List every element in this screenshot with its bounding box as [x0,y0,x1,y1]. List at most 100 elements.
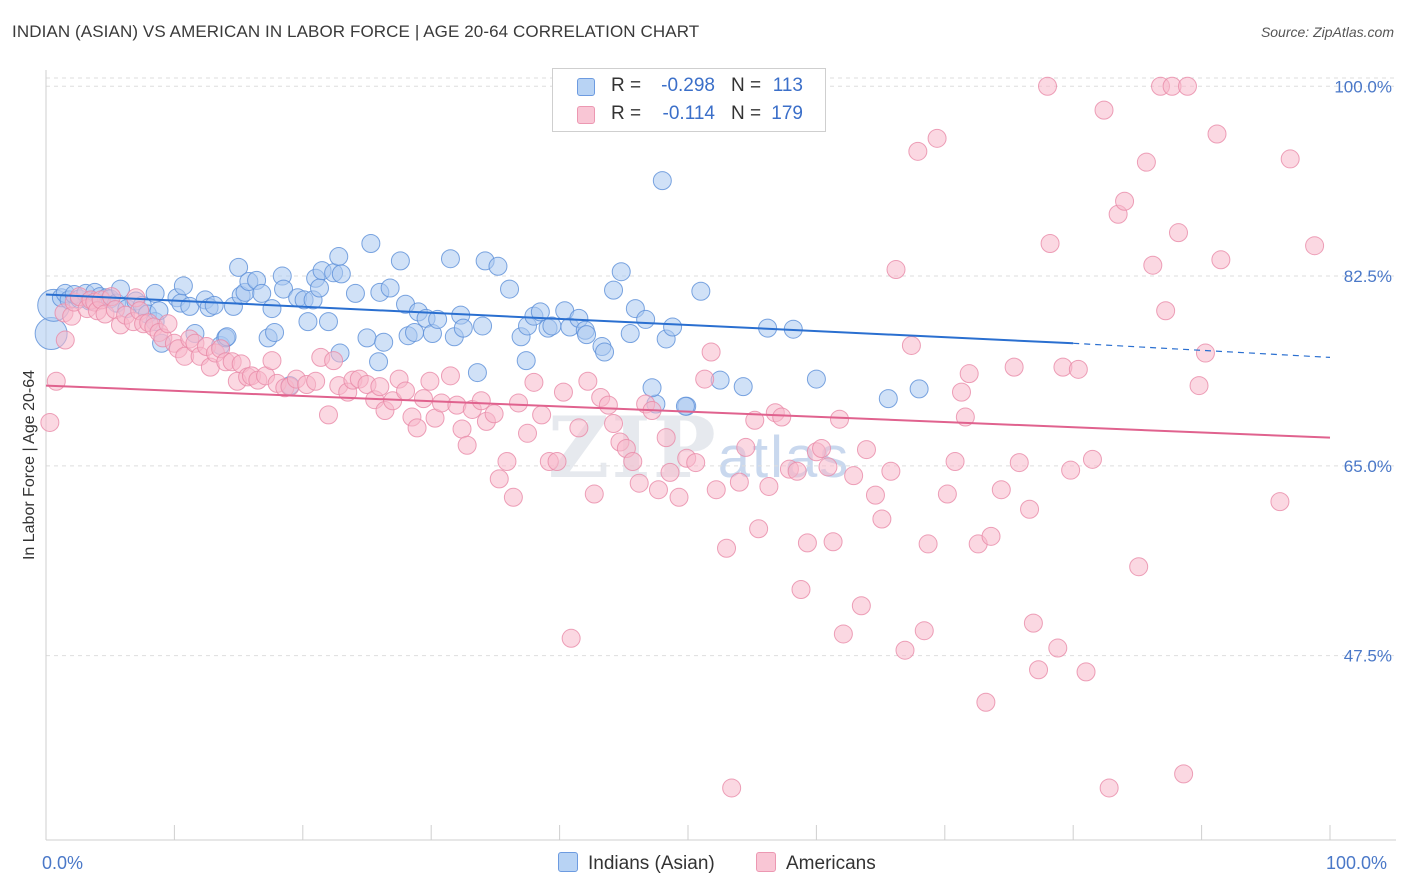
indians-point [620,324,640,344]
indians-point [467,363,487,383]
indians-point [390,251,410,271]
americans-point [908,141,928,161]
indians-point [733,377,753,397]
americans-point [489,469,509,489]
americans-point [1189,376,1209,396]
indians-point [274,279,294,299]
indians-point [691,281,711,301]
indians-point [516,351,536,371]
indians-point [380,278,400,298]
americans-point [901,335,921,355]
americans-point [497,452,517,472]
indians-point [298,312,318,332]
r-value: -0.298 [661,75,715,96]
americans-point [886,260,906,280]
americans-point [945,452,965,472]
indians-point [345,283,365,303]
americans-point [706,480,726,500]
americans-point [865,485,885,505]
americans-point [1280,149,1300,169]
americans-point [872,509,892,529]
x-axis-max-label: 100.0% [1326,853,1388,873]
americans-point [648,480,668,500]
chart-title: INDIAN (ASIAN) VS AMERICAN IN LABOR FORC… [12,22,700,41]
indians-point [329,247,349,267]
americans-point [701,342,721,362]
americans-point [749,519,769,539]
americans-point [46,371,66,391]
americans-point [669,487,689,507]
indians-point [204,295,224,315]
y-tick-label: 65.0% [1344,457,1392,476]
americans-point [1177,76,1197,96]
americans-point [745,410,765,430]
americans-point [584,484,604,504]
americans-point [797,533,817,553]
indians-point [374,332,394,352]
indians-point [265,322,285,342]
americans-point [569,418,589,438]
americans-point [484,404,504,424]
americans-point [55,330,75,350]
blue-swatch [577,78,595,96]
legend-item-americans[interactable]: Americans [756,852,876,875]
n-value: 113 [772,75,803,96]
americans-point [1099,778,1119,798]
americans-point [856,440,876,460]
americans-point [1023,613,1043,633]
r-label: R = [611,75,642,96]
indians-point [500,279,520,299]
americans-point [1168,223,1188,243]
indians-point [369,352,389,372]
americans-point [578,371,598,391]
y-tick-label: 100.0% [1334,77,1392,96]
indians-point [318,312,338,332]
americans-point [629,473,649,493]
indians-point [663,317,683,337]
n-label: N = [731,75,762,96]
americans-point [604,414,624,434]
indians-point [473,316,493,336]
indians-point [604,280,624,300]
americans-point [1270,492,1290,512]
americans-point [370,377,390,397]
americans-point [937,484,957,504]
americans-point [623,452,643,472]
indians-point [229,257,249,277]
americans-point [547,452,567,472]
americans-point [1305,236,1325,256]
indians-point [878,389,898,409]
americans-point [1004,357,1024,377]
pink-swatch [756,852,776,872]
indians-point [636,309,656,329]
americans-point [686,453,706,473]
indians-point [357,328,377,348]
indians-point [262,299,282,319]
americans-point [452,419,472,439]
americans-point [1136,152,1156,172]
americans-point [262,351,282,371]
americans-point [695,369,715,389]
americans-point [818,457,838,477]
series-americans-points [40,76,1325,798]
indians-point [909,379,929,399]
indians-point [428,309,448,329]
americans-point [440,366,460,386]
americans-point [1040,234,1060,254]
pink-swatch [577,106,595,124]
americans-point [833,624,853,644]
americans-point [830,409,850,429]
americans-point [1156,301,1176,321]
americans-point [759,476,779,496]
americans-point [1020,499,1040,519]
americans-point [509,393,529,413]
americans-point [787,461,807,481]
legend-item-indians[interactable]: Indians (Asian) [558,852,715,875]
r-label: R = [611,103,642,124]
indians-point [595,342,615,362]
americans-point [959,364,979,384]
americans-point [553,382,573,402]
legend-label: Indians (Asian) [588,853,715,874]
americans-point [324,351,344,371]
indians-point [642,378,662,398]
